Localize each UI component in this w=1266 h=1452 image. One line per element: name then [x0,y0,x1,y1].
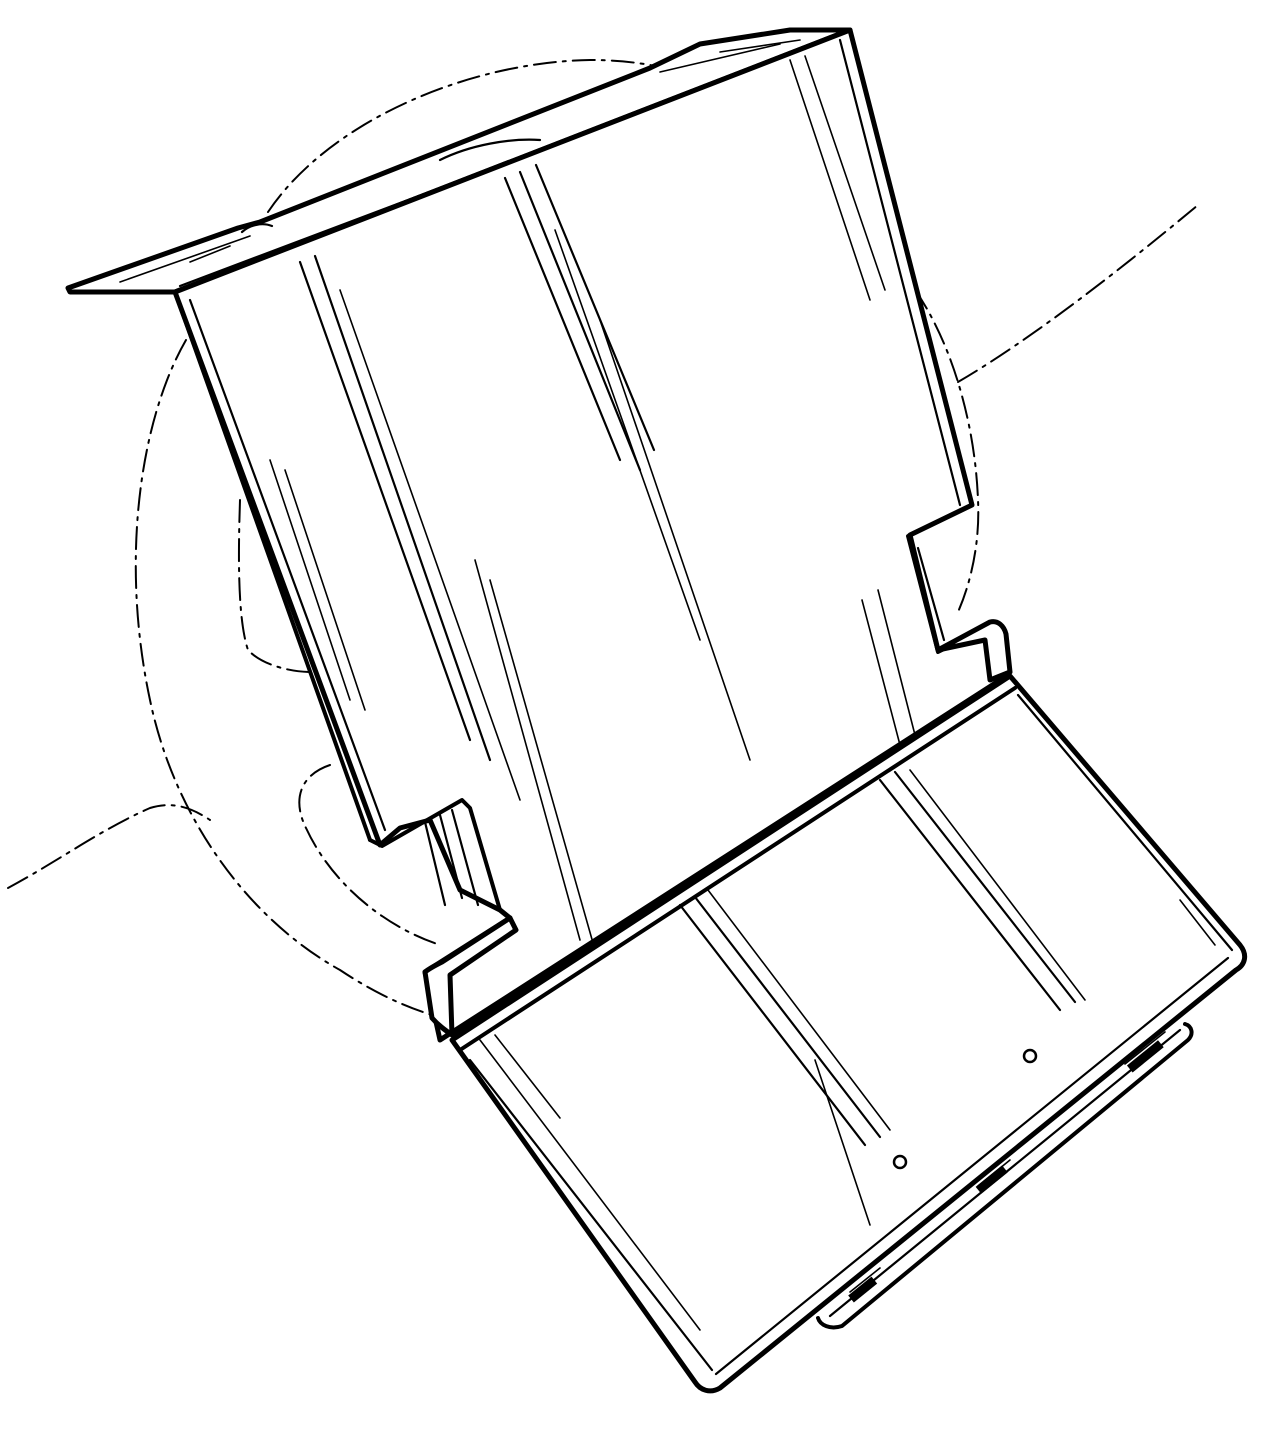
phantom-right-line [958,205,1198,382]
phantom-left-line [8,805,210,888]
front-tray-hole-1 [894,1156,906,1168]
front-tray-hole-2 [1024,1050,1036,1062]
